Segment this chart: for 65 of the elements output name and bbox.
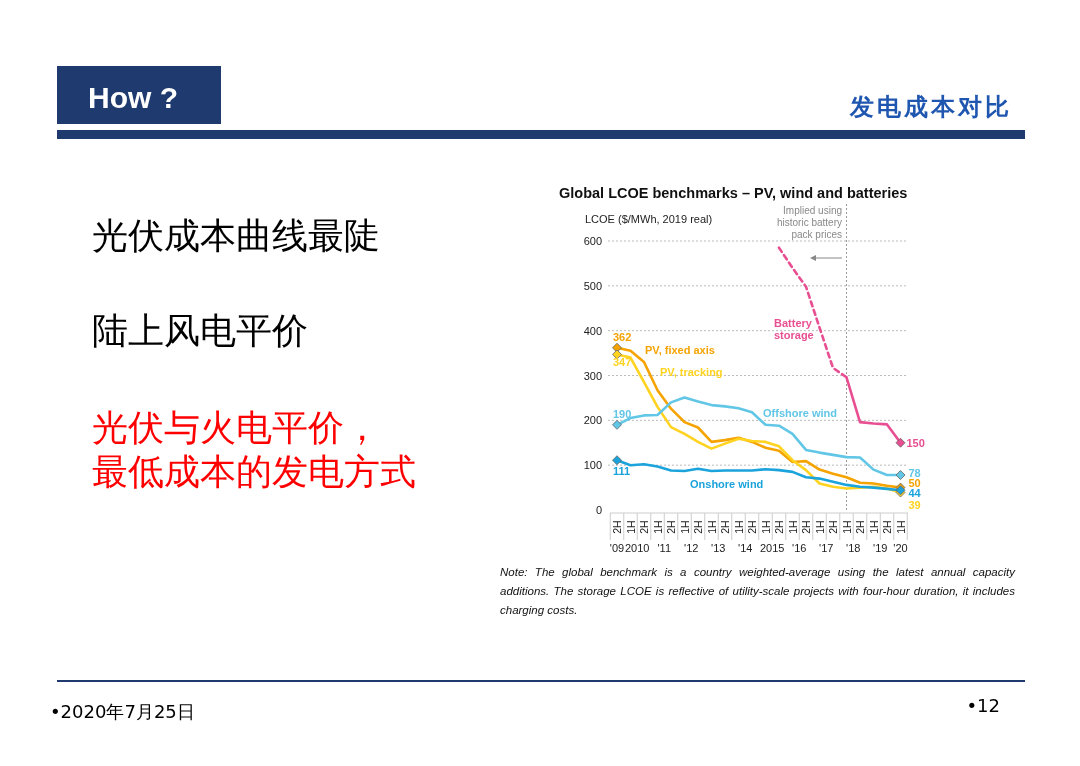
y-tick-label: 100 bbox=[583, 459, 602, 472]
data-label: 190 bbox=[613, 407, 632, 420]
text: '19 bbox=[873, 542, 888, 554]
y-tick-label: 400 bbox=[583, 324, 602, 337]
text: '14 bbox=[738, 542, 753, 554]
text: '13 bbox=[711, 542, 726, 554]
x-tick-label: 1H bbox=[894, 520, 907, 534]
text: 光伏与火电平价， bbox=[92, 407, 380, 448]
x-tick-label: 1H bbox=[705, 520, 718, 534]
text: 陆上风电平价 bbox=[92, 310, 308, 351]
x-tick-label: 2H bbox=[692, 520, 704, 534]
y-tick-label: 200 bbox=[583, 414, 602, 427]
text: •2020年7月25日 bbox=[50, 701, 195, 722]
x-tick-label: 2H bbox=[854, 520, 866, 534]
x-tick-label: 2H bbox=[746, 520, 758, 534]
y-tick-label: 0 bbox=[595, 504, 602, 516]
data-label: 150 bbox=[906, 436, 925, 449]
x-tick-label: 1H bbox=[786, 520, 799, 534]
y-tick-label: 500 bbox=[583, 279, 602, 292]
x-tick-label: 1H bbox=[624, 520, 637, 534]
text: '16 bbox=[792, 542, 807, 554]
series-label: Offshore wind bbox=[763, 407, 837, 419]
data-label: 347 bbox=[613, 356, 632, 369]
text: Implied using historic battery pack prices bbox=[776, 205, 842, 240]
text: How ? bbox=[88, 81, 178, 114]
x-tick-label: 2H bbox=[827, 520, 839, 534]
text: 发电成本对比 bbox=[849, 93, 1012, 121]
text: '11 bbox=[657, 542, 672, 554]
text: 2015 bbox=[760, 542, 785, 554]
y-axis-title: LCOE ($/MWh, 2019 real) bbox=[585, 213, 713, 225]
x-tick-label: 1H bbox=[759, 520, 772, 534]
x-tick-label: 1H bbox=[732, 520, 745, 534]
data-label: 44 bbox=[908, 487, 922, 500]
x-tick-label: 2H bbox=[881, 520, 893, 534]
y-tick-label: 600 bbox=[583, 235, 602, 247]
x-tick-label: 1H bbox=[678, 520, 691, 534]
text: '17 bbox=[819, 542, 834, 554]
text: 最低成本的发电方式 bbox=[92, 451, 416, 492]
text: '18 bbox=[846, 542, 861, 554]
x-tick-label: 2H bbox=[773, 520, 785, 534]
data-label: 111 bbox=[613, 465, 631, 478]
series-label: PV, fixed axis bbox=[645, 344, 715, 356]
x-tick-label: 1H bbox=[813, 520, 826, 534]
x-tick-label: 2H bbox=[665, 520, 677, 534]
x-tick-label: 1H bbox=[867, 520, 880, 534]
x-tick-label: 1H bbox=[840, 520, 853, 534]
x-tick-label: 2H bbox=[638, 520, 650, 534]
chart-title: Global LCOE benchmarks – PV, wind and batteries bbox=[559, 185, 908, 201]
data-label: 362 bbox=[613, 330, 632, 343]
series-label: PV, tracking bbox=[660, 366, 723, 378]
text: Note: The global benchmark is a country weighted-average using the latest annual capacity additions. The storage LCOE is reflective of utility-scale projects with four-hour duration, it includes charging costs. bbox=[500, 565, 1015, 618]
text: •12 bbox=[966, 695, 1000, 716]
text: 光伏成本曲线最陡 bbox=[92, 215, 380, 256]
x-tick-label: 2H bbox=[800, 520, 812, 534]
x-tick-label: 2H bbox=[719, 520, 731, 534]
text: 2010 bbox=[625, 542, 650, 554]
x-tick-label: 2H bbox=[611, 520, 623, 534]
series-label: Onshore wind bbox=[690, 478, 764, 490]
text: Battery storage bbox=[774, 317, 814, 341]
text: '20 bbox=[893, 542, 908, 554]
text: '12 bbox=[684, 542, 699, 554]
x-tick-label: 1H bbox=[651, 520, 664, 534]
data-label: 39 bbox=[908, 498, 921, 511]
text: '09 bbox=[609, 542, 625, 554]
y-tick-label: 300 bbox=[583, 369, 602, 382]
